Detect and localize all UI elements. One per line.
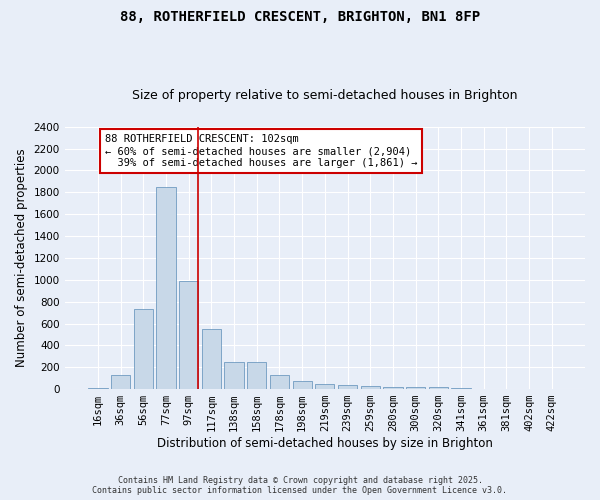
Y-axis label: Number of semi-detached properties: Number of semi-detached properties <box>15 148 28 367</box>
Bar <box>497 388 516 389</box>
Bar <box>134 310 153 389</box>
Bar <box>293 382 312 389</box>
Bar <box>428 388 448 389</box>
Text: 88 ROTHERFIELD CRESCENT: 102sqm
← 60% of semi-detached houses are smaller (2,904: 88 ROTHERFIELD CRESCENT: 102sqm ← 60% of… <box>105 134 417 168</box>
Bar <box>338 386 357 389</box>
Title: Size of property relative to semi-detached houses in Brighton: Size of property relative to semi-detach… <box>132 89 518 102</box>
Bar <box>202 329 221 389</box>
Bar <box>179 281 199 389</box>
Text: 88, ROTHERFIELD CRESCENT, BRIGHTON, BN1 8FP: 88, ROTHERFIELD CRESCENT, BRIGHTON, BN1 … <box>120 10 480 24</box>
Bar <box>157 187 176 389</box>
Text: Contains HM Land Registry data © Crown copyright and database right 2025.
Contai: Contains HM Land Registry data © Crown c… <box>92 476 508 495</box>
Bar <box>383 387 403 389</box>
Bar <box>406 388 425 389</box>
Bar <box>111 375 130 389</box>
Bar <box>270 375 289 389</box>
Bar <box>361 386 380 389</box>
Bar <box>315 384 334 389</box>
Bar <box>542 388 562 389</box>
X-axis label: Distribution of semi-detached houses by size in Brighton: Distribution of semi-detached houses by … <box>157 437 493 450</box>
Bar <box>88 388 107 389</box>
Bar <box>474 388 493 389</box>
Bar <box>520 388 539 389</box>
Bar <box>451 388 470 389</box>
Bar <box>224 362 244 389</box>
Bar <box>247 362 266 389</box>
